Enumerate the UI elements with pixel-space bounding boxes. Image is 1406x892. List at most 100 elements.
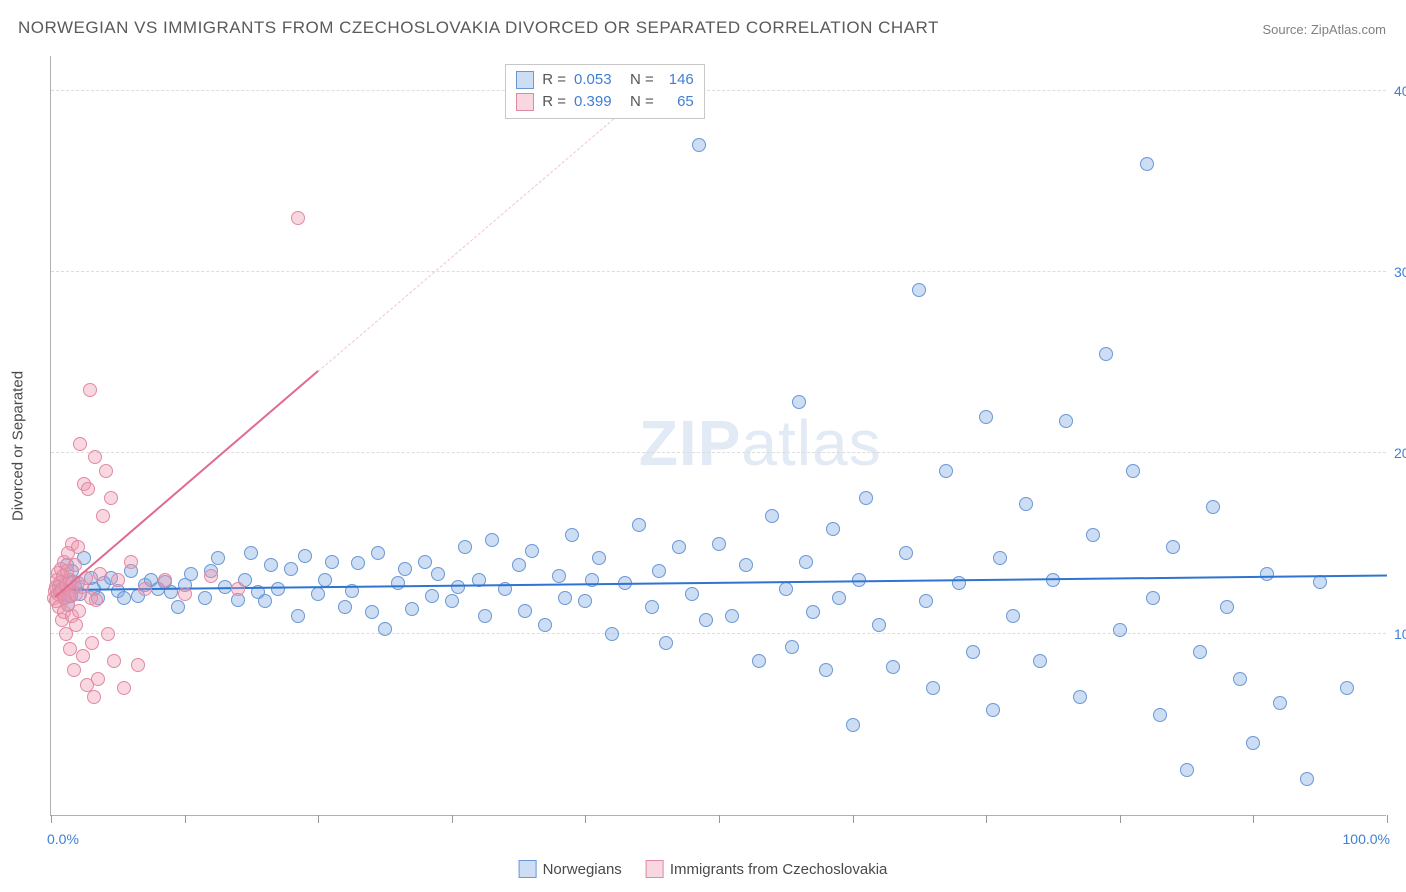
watermark: ZIPatlas bbox=[639, 406, 882, 480]
data-point-norwegians bbox=[792, 395, 806, 409]
data-point-norwegians bbox=[919, 594, 933, 608]
data-point-norwegians bbox=[785, 640, 799, 654]
y-tick-label: 10.0% bbox=[1394, 626, 1406, 642]
data-point-immigrants_cz bbox=[291, 211, 305, 225]
data-point-norwegians bbox=[1300, 772, 1314, 786]
data-point-norwegians bbox=[171, 600, 185, 614]
data-point-norwegians bbox=[926, 681, 940, 695]
data-point-norwegians bbox=[198, 591, 212, 605]
data-point-immigrants_cz bbox=[104, 491, 118, 505]
data-point-immigrants_cz bbox=[124, 555, 138, 569]
data-point-norwegians bbox=[311, 587, 325, 601]
data-point-norwegians bbox=[752, 654, 766, 668]
data-point-norwegians bbox=[284, 562, 298, 576]
data-point-immigrants_cz bbox=[81, 482, 95, 496]
data-point-norwegians bbox=[832, 591, 846, 605]
data-point-norwegians bbox=[451, 580, 465, 594]
gridline bbox=[51, 452, 1386, 453]
data-point-immigrants_cz bbox=[178, 587, 192, 601]
data-point-norwegians bbox=[1206, 500, 1220, 514]
data-point-norwegians bbox=[418, 555, 432, 569]
data-point-norwegians bbox=[872, 618, 886, 632]
data-point-immigrants_cz bbox=[99, 464, 113, 478]
x-tick-label: 100.0% bbox=[1343, 831, 1390, 847]
data-point-norwegians bbox=[351, 556, 365, 570]
stat-r-value: 0.399 bbox=[574, 91, 622, 114]
data-point-immigrants_cz bbox=[88, 450, 102, 464]
data-point-norwegians bbox=[859, 491, 873, 505]
x-tick bbox=[1120, 815, 1121, 823]
data-point-norwegians bbox=[692, 138, 706, 152]
data-point-norwegians bbox=[1153, 708, 1167, 722]
data-point-norwegians bbox=[1059, 414, 1073, 428]
data-point-immigrants_cz bbox=[83, 383, 97, 397]
gridline bbox=[51, 90, 1386, 91]
x-tick bbox=[51, 815, 52, 823]
stat-n-value: 65 bbox=[662, 91, 694, 114]
data-point-norwegians bbox=[365, 605, 379, 619]
data-point-norwegians bbox=[1246, 736, 1260, 750]
data-point-norwegians bbox=[1260, 567, 1274, 581]
data-point-norwegians bbox=[1146, 591, 1160, 605]
data-point-norwegians bbox=[799, 555, 813, 569]
data-point-norwegians bbox=[826, 522, 840, 536]
chart-title: NORWEGIAN VS IMMIGRANTS FROM CZECHOSLOVA… bbox=[18, 18, 939, 38]
data-point-norwegians bbox=[478, 609, 492, 623]
data-point-immigrants_cz bbox=[93, 567, 107, 581]
data-point-norwegians bbox=[398, 562, 412, 576]
x-tick bbox=[1387, 815, 1388, 823]
data-point-norwegians bbox=[993, 551, 1007, 565]
data-point-immigrants_cz bbox=[69, 618, 83, 632]
data-point-norwegians bbox=[1033, 654, 1047, 668]
legend-item-norwegians: Norwegians bbox=[519, 860, 622, 878]
stat-r-label: R = bbox=[542, 69, 566, 92]
series-legend: NorwegiansImmigrants from Czechoslovakia bbox=[519, 860, 888, 878]
data-point-norwegians bbox=[899, 546, 913, 560]
data-point-immigrants_cz bbox=[72, 604, 86, 618]
y-tick-label: 30.0% bbox=[1394, 264, 1406, 280]
legend-swatch bbox=[646, 860, 664, 878]
x-tick bbox=[986, 815, 987, 823]
data-point-norwegians bbox=[632, 518, 646, 532]
data-point-norwegians bbox=[765, 509, 779, 523]
data-point-norwegians bbox=[1166, 540, 1180, 554]
data-point-norwegians bbox=[966, 645, 980, 659]
data-point-norwegians bbox=[1273, 696, 1287, 710]
correlation-stats-legend: R =0.053N =146R = 0.399 N = 65 bbox=[505, 64, 705, 119]
data-point-norwegians bbox=[725, 609, 739, 623]
y-tick-label: 40.0% bbox=[1394, 83, 1406, 99]
data-point-norwegians bbox=[652, 564, 666, 578]
data-point-immigrants_cz bbox=[111, 573, 125, 587]
data-point-norwegians bbox=[518, 604, 532, 618]
data-point-norwegians bbox=[184, 567, 198, 581]
stats-row-norwegians: R =0.053N =146 bbox=[516, 69, 694, 92]
data-point-immigrants_cz bbox=[89, 593, 103, 607]
data-point-norwegians bbox=[318, 573, 332, 587]
data-point-norwegians bbox=[846, 718, 860, 732]
stat-n-label: N = bbox=[630, 91, 654, 114]
legend-swatch bbox=[516, 93, 534, 111]
data-point-norwegians bbox=[258, 594, 272, 608]
x-tick bbox=[1253, 815, 1254, 823]
source-label: Source: ZipAtlas.com bbox=[1262, 22, 1386, 37]
data-point-norwegians bbox=[578, 594, 592, 608]
data-point-norwegians bbox=[552, 569, 566, 583]
data-point-immigrants_cz bbox=[107, 654, 121, 668]
x-tick bbox=[585, 815, 586, 823]
data-point-immigrants_cz bbox=[63, 642, 77, 656]
data-point-norwegians bbox=[264, 558, 278, 572]
y-tick-label: 20.0% bbox=[1394, 445, 1406, 461]
x-tick bbox=[318, 815, 319, 823]
data-point-norwegians bbox=[291, 609, 305, 623]
trend-line-extrapolated bbox=[318, 108, 626, 371]
data-point-norwegians bbox=[1180, 763, 1194, 777]
data-point-norwegians bbox=[819, 663, 833, 677]
data-point-norwegians bbox=[605, 627, 619, 641]
data-point-norwegians bbox=[779, 582, 793, 596]
data-point-norwegians bbox=[1126, 464, 1140, 478]
legend-swatch bbox=[519, 860, 537, 878]
data-point-norwegians bbox=[1233, 672, 1247, 686]
data-point-norwegians bbox=[512, 558, 526, 572]
data-point-norwegians bbox=[739, 558, 753, 572]
data-point-norwegians bbox=[485, 533, 499, 547]
